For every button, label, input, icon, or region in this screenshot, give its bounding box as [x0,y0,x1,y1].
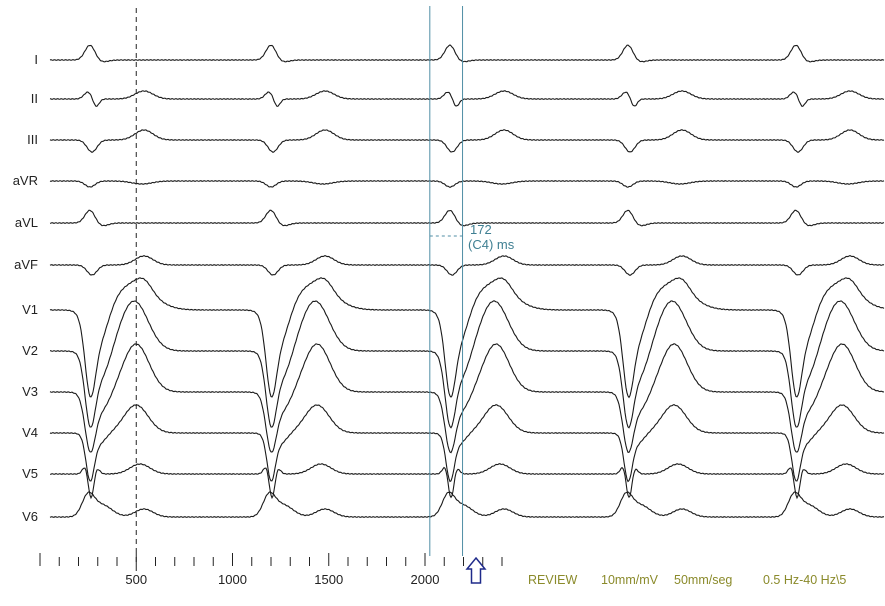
lead-label-V2: V2 [22,343,38,358]
up-arrow-icon[interactable] [465,556,487,584]
ecg-traces [49,44,885,518]
trace-V2 [49,300,885,429]
tick-label-500: 500 [125,572,147,587]
trace-aVR [49,180,885,188]
lead-label-V1: V1 [22,302,38,317]
time-axis: 500 1000 1500 2000 [39,553,503,587]
lead-label-aVL: aVL [15,215,38,230]
lead-label-aVR: aVR [13,173,38,188]
cursors [135,6,464,572]
trace-V3 [49,343,885,454]
trace-V6 [49,491,885,518]
status-filter: 0.5 Hz-40 Hz\5 [763,573,846,587]
status-speed: 50mm/seg [674,573,732,587]
trace-aVF [49,255,885,276]
trace-V5 [49,463,885,500]
lead-label-aVF: aVF [14,257,38,272]
trace-V4 [49,404,885,483]
lead-label-V5: V5 [22,466,38,481]
trace-I [49,44,885,63]
status-mode: REVIEW [528,573,578,587]
lead-label-V6: V6 [22,509,38,524]
lead-label-I: I [34,52,38,67]
tick-label-2000: 2000 [411,572,440,587]
measurement-value: 172 [470,222,492,237]
trace-aVL [49,209,885,227]
trace-II [49,90,885,107]
tick-label-1500: 1500 [314,572,343,587]
trace-V1 [49,277,885,399]
lead-label-V3: V3 [22,384,38,399]
lead-label-V4: V4 [22,425,38,440]
lead-label-II: II [31,91,38,106]
trace-III [49,129,885,153]
tick-label-1000: 1000 [218,572,247,587]
status-gain: 10mm/mV [601,573,659,587]
lead-label-III: III [27,132,38,147]
measurement-label: (C4) ms [468,237,515,252]
